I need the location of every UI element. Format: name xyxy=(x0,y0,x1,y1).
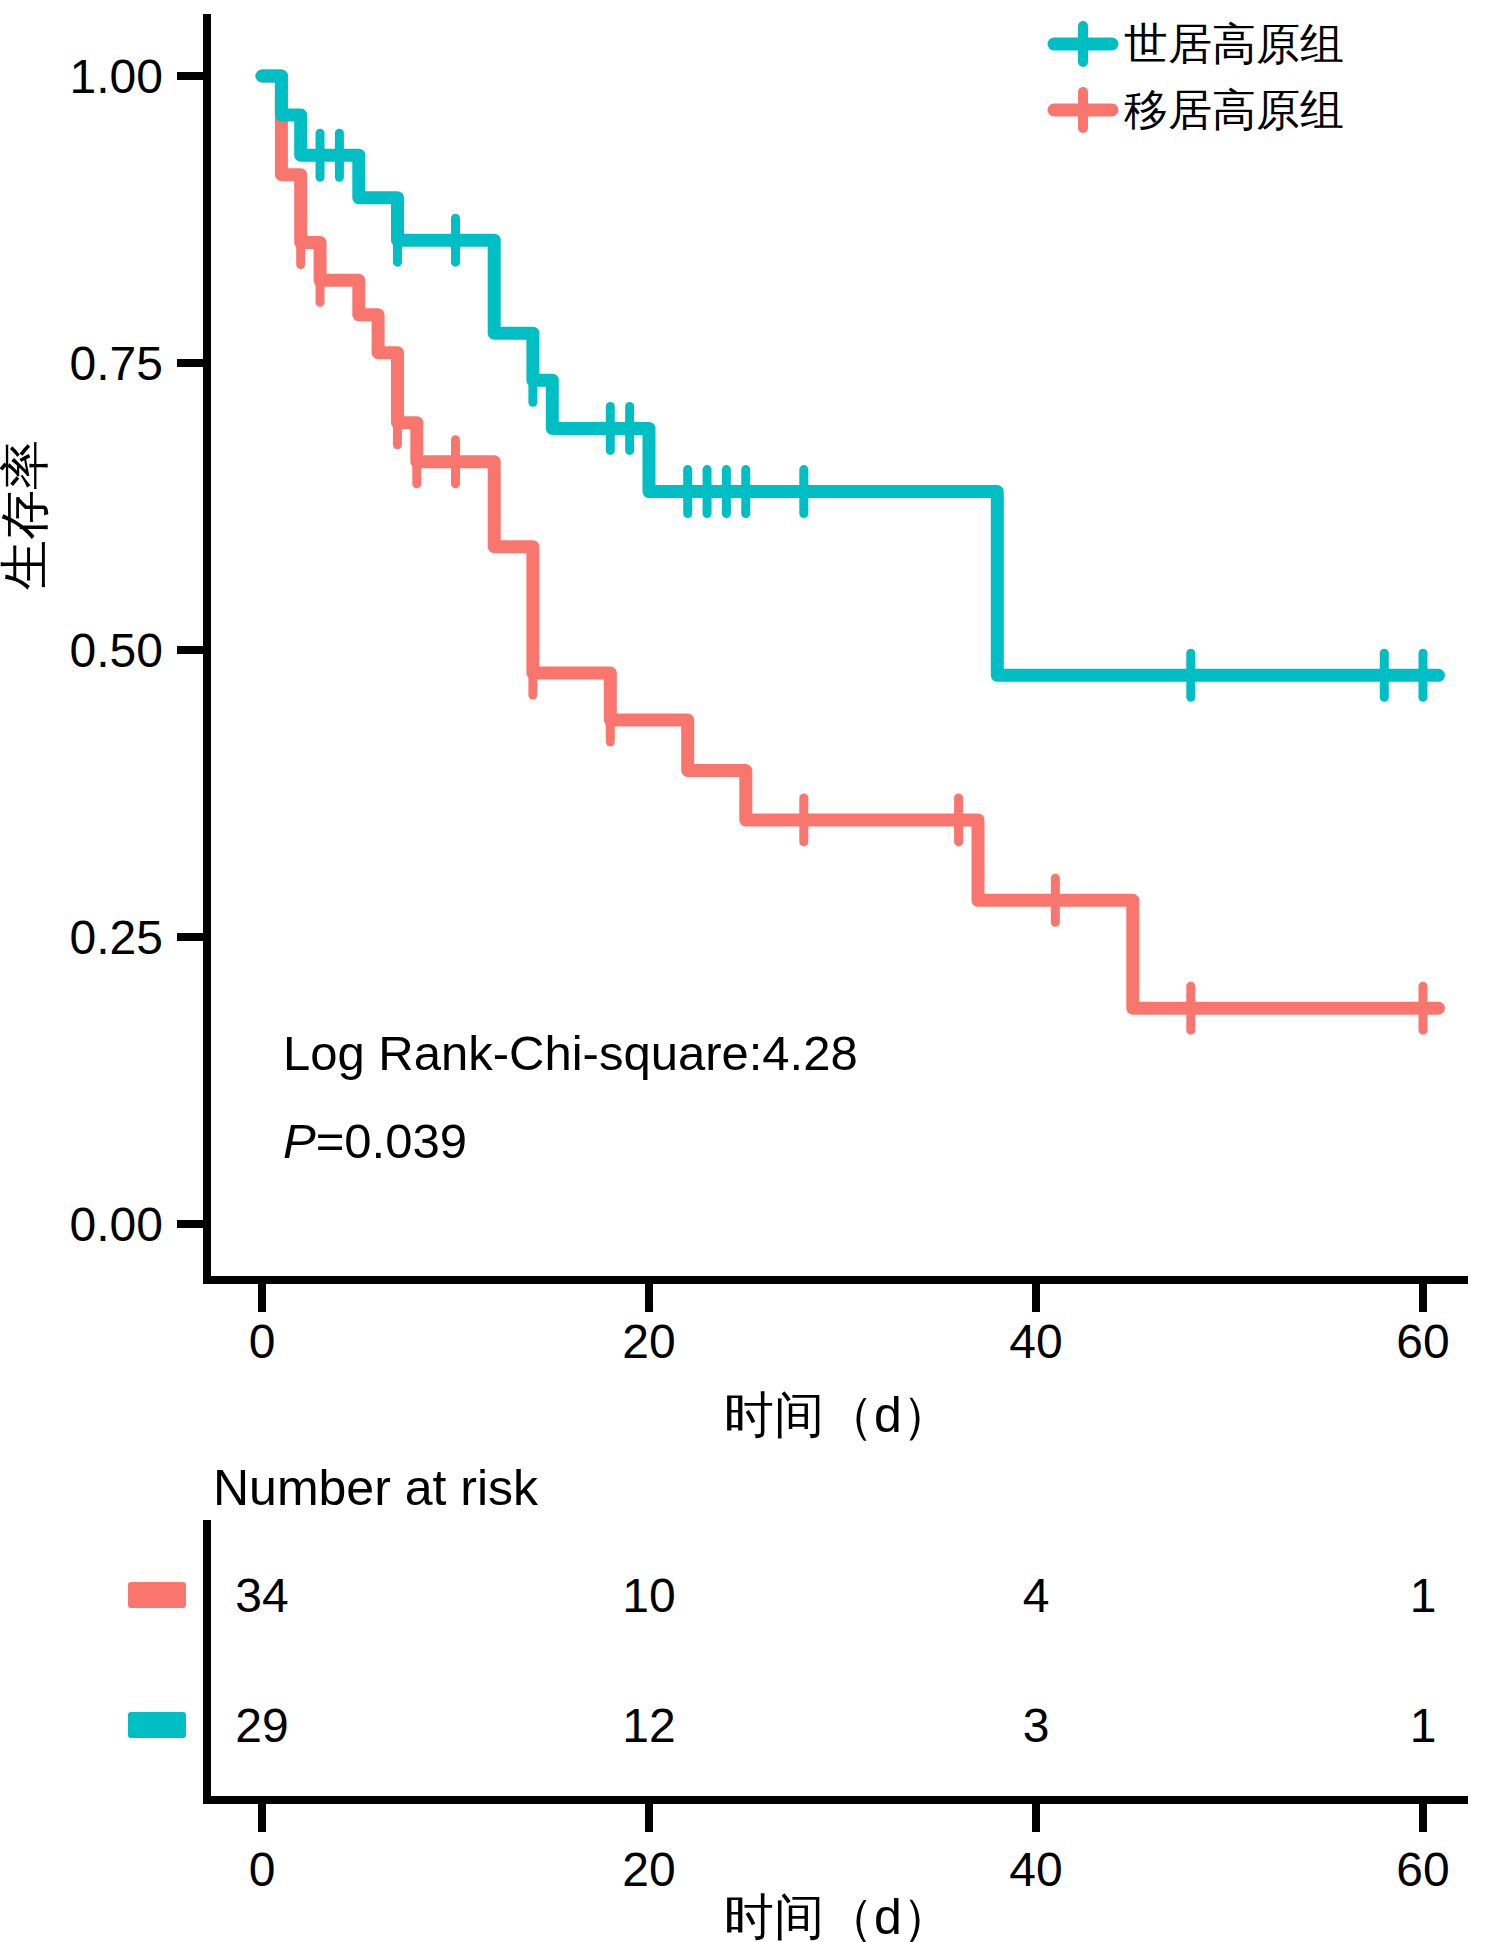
risk-x-tick-label: 60 xyxy=(1396,1843,1449,1896)
risk-count: 10 xyxy=(622,1569,675,1622)
risk-count: 29 xyxy=(235,1699,288,1752)
p-value-annotation: P=0.039 xyxy=(283,1114,467,1168)
risk-count: 1 xyxy=(1410,1699,1437,1752)
risk-row-swatch xyxy=(128,1712,186,1738)
legend-label: 移居高原组 xyxy=(1124,85,1344,134)
p-symbol: P xyxy=(283,1114,316,1168)
y-tick-label: 1.00 xyxy=(70,50,163,103)
survival-curve-native-group xyxy=(262,76,1439,675)
p-value: =0.039 xyxy=(316,1114,467,1168)
km-survival-figure: 1.000.750.500.250.000204060 世居高原组移居高原组 生… xyxy=(0,0,1500,1942)
risk-count: 12 xyxy=(622,1699,675,1752)
risk-x-tick-label: 0 xyxy=(249,1843,276,1896)
legend-label: 世居高原组 xyxy=(1124,19,1344,68)
y-tick-label: 0.00 xyxy=(70,1198,163,1251)
risk-count: 3 xyxy=(1023,1699,1050,1752)
legend-item: 世居高原组 xyxy=(1054,19,1344,68)
x-tick-label: 0 xyxy=(249,1315,276,1368)
x-tick-label: 40 xyxy=(1009,1315,1062,1368)
y-tick-label: 0.75 xyxy=(70,337,163,390)
survival-curve-migrant-group xyxy=(262,76,1439,1008)
risk-x-tick-label: 40 xyxy=(1009,1843,1062,1896)
figure-canvas: 1.000.750.500.250.000204060 世居高原组移居高原组 生… xyxy=(0,0,1500,1942)
y-tick-label: 0.25 xyxy=(70,911,163,964)
legend-item: 移居高原组 xyxy=(1054,85,1344,134)
risk-table-rows: 34 10 4 1 29 12 3 1 xyxy=(128,1569,1436,1752)
risk-x-axis-title: 时间（d） xyxy=(724,1889,952,1942)
risk-row-swatch xyxy=(128,1582,186,1608)
risk-x-tick-label: 20 xyxy=(622,1843,675,1896)
survival-curves xyxy=(262,76,1439,1030)
legend-key-plus-icon xyxy=(1054,92,1112,128)
x-axis-title: 时间（d） xyxy=(724,1387,952,1443)
risk-table: Number at risk 0 20 40 60 34 10 4 1 29 12 3 1 时间（d… xyxy=(128,1460,1468,1942)
logrank-annotation: Log Rank-Chi-square:4.28 xyxy=(283,1026,858,1080)
risk-table-title: Number at risk xyxy=(213,1460,539,1516)
legend-key-plus-icon xyxy=(1054,26,1112,62)
main-plot-axes: 1.00 0.75 0.50 0.25 0.00 0 20 40 60 xyxy=(70,14,1468,1368)
x-tick-label: 20 xyxy=(622,1315,675,1368)
risk-table-row: 34 10 4 1 xyxy=(128,1569,1436,1622)
x-tick-label: 60 xyxy=(1396,1315,1449,1368)
legend: 世居高原组移居高原组 xyxy=(1054,19,1344,134)
risk-table-row: 29 12 3 1 xyxy=(128,1699,1436,1752)
risk-count: 4 xyxy=(1023,1569,1050,1622)
risk-table-axes: 0 20 40 60 xyxy=(203,1520,1468,1896)
risk-count: 34 xyxy=(235,1569,288,1622)
y-tick-label: 0.50 xyxy=(70,624,163,677)
risk-count: 1 xyxy=(1410,1569,1437,1622)
y-axis-title: 生存率 xyxy=(0,440,53,590)
